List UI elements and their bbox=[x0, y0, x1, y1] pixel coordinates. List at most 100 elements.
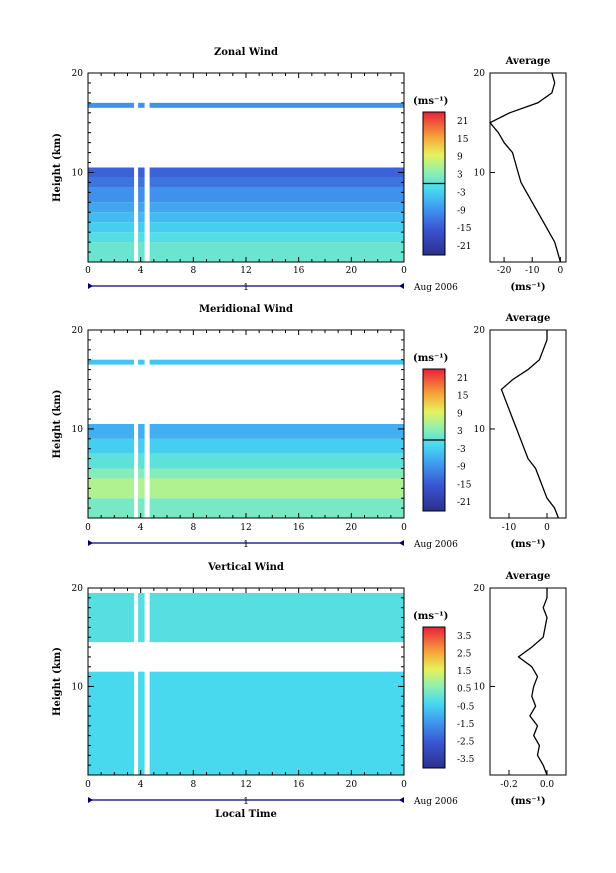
heat-band bbox=[88, 202, 404, 213]
x-tick-label: 20 bbox=[346, 523, 358, 533]
data-gap bbox=[144, 73, 150, 262]
day-bar-arrow bbox=[88, 283, 93, 289]
y-tick-label: 10 bbox=[72, 168, 84, 178]
average-x-tick-label: 0.0 bbox=[540, 780, 555, 790]
data-gap bbox=[134, 73, 139, 262]
colorbar-tick-label: -21 bbox=[457, 242, 472, 252]
day-bar-arrow bbox=[399, 797, 404, 803]
x-tick-label: 0 bbox=[401, 266, 407, 276]
average-x-label: (ms⁻¹) bbox=[510, 282, 545, 293]
x-tick-label: 20 bbox=[346, 266, 358, 276]
y-tick-label: 20 bbox=[72, 69, 84, 79]
day-bar-arrow bbox=[88, 540, 93, 546]
colorbar-tick-label: 15 bbox=[457, 392, 469, 402]
colorbar bbox=[422, 626, 446, 769]
colorbar-tick-label: -1.5 bbox=[457, 720, 475, 730]
y-axis-label: Height (km) bbox=[52, 647, 63, 716]
colorbar-tick-label: 2.5 bbox=[457, 649, 472, 659]
x-tick-label: 0 bbox=[85, 266, 91, 276]
average-x-label: (ms⁻¹) bbox=[510, 796, 545, 807]
colorbar-tick-label: 3 bbox=[457, 427, 463, 437]
average-y-tick-label: 20 bbox=[474, 69, 486, 79]
average-profile-line bbox=[500, 330, 560, 519]
colorbar-tick-label: -9 bbox=[457, 463, 466, 473]
heat-band bbox=[88, 232, 404, 243]
heat-band bbox=[88, 592, 404, 643]
colorbar-tick-label: -9 bbox=[457, 206, 466, 216]
heat-band bbox=[88, 242, 404, 262]
colorbar-tick-label: -2.5 bbox=[457, 738, 475, 748]
average-x-tick-label: -20 bbox=[497, 266, 512, 276]
colorbar-tick-label: 15 bbox=[457, 135, 469, 145]
y-axis-label: Height (km) bbox=[52, 133, 63, 202]
date-label: Aug 2006 bbox=[413, 283, 458, 293]
colorbar-tick-label: 1.5 bbox=[457, 667, 472, 677]
average-x-label: (ms⁻¹) bbox=[510, 539, 545, 550]
colorbar-unit: (ms⁻¹) bbox=[413, 96, 448, 107]
x-tick-label: 8 bbox=[190, 266, 196, 276]
average-profile-line bbox=[488, 72, 562, 263]
x-tick-label: 0 bbox=[401, 523, 407, 533]
x-tick-label: 8 bbox=[190, 523, 196, 533]
average-profile-line bbox=[517, 588, 548, 776]
average-x-tick-label: -0.2 bbox=[500, 780, 517, 790]
average-x-tick-label: -10 bbox=[525, 266, 540, 276]
average-y-tick-label: 10 bbox=[474, 425, 486, 435]
x-tick-label: 4 bbox=[138, 266, 144, 276]
heat-band bbox=[88, 359, 404, 365]
heat-band bbox=[88, 187, 404, 203]
heat-band bbox=[88, 498, 404, 518]
colorbar-tick-label: -3.5 bbox=[457, 755, 475, 765]
day-bar-arrow bbox=[399, 283, 404, 289]
heat-band bbox=[88, 177, 404, 188]
colorbar-tick-label: -15 bbox=[457, 224, 472, 234]
average-x-tick-label: 0 bbox=[558, 266, 564, 276]
colorbar-tick-label: 21 bbox=[457, 117, 468, 127]
data-gap bbox=[134, 330, 139, 518]
colorbar-tick-label: 21 bbox=[457, 374, 468, 384]
average-y-tick-label: 10 bbox=[474, 168, 486, 178]
data-gap bbox=[144, 588, 150, 775]
day-bar-arrow bbox=[399, 540, 404, 546]
colorbar-unit: (ms⁻¹) bbox=[413, 353, 448, 364]
x-tick-label: 16 bbox=[293, 523, 305, 533]
day-label: 1 bbox=[243, 797, 249, 807]
heat-band bbox=[88, 478, 404, 499]
average-y-tick-label: 10 bbox=[474, 682, 486, 692]
y-tick-label: 20 bbox=[72, 326, 84, 336]
average-x-tick-label: -10 bbox=[502, 523, 517, 533]
average-title: Average bbox=[505, 56, 551, 67]
day-label: 1 bbox=[243, 283, 249, 293]
colorbar-tick-label: -3 bbox=[457, 188, 466, 198]
heat-band bbox=[88, 453, 404, 469]
date-label: Aug 2006 bbox=[413, 540, 458, 550]
average-title: Average bbox=[505, 313, 551, 324]
colorbar-tick-label: 9 bbox=[457, 409, 463, 419]
date-label: Aug 2006 bbox=[413, 797, 458, 807]
y-tick-label: 10 bbox=[72, 682, 84, 692]
colorbar-unit: (ms⁻¹) bbox=[413, 611, 448, 622]
x-tick-label: 4 bbox=[138, 523, 144, 533]
y-tick-label: 10 bbox=[72, 425, 84, 435]
colorbar-tick-label: -0.5 bbox=[457, 702, 475, 712]
heat-band bbox=[88, 468, 404, 479]
average-frame bbox=[489, 72, 567, 263]
heat-band bbox=[88, 424, 404, 439]
panel-title: Zonal Wind bbox=[214, 47, 278, 58]
x-tick-label: 0 bbox=[85, 523, 91, 533]
panel-1: Zonal Wind 0 4 8 12 16 20 0 10 20 Height (km) 1 Aug … bbox=[52, 47, 567, 293]
x-tick-label: 8 bbox=[190, 780, 196, 790]
colorbar-tick-label: 0.5 bbox=[457, 685, 472, 695]
x-tick-label: 16 bbox=[293, 780, 305, 790]
x-tick-label: 20 bbox=[346, 780, 358, 790]
data-gap bbox=[144, 330, 150, 518]
x-tick-label: 12 bbox=[240, 523, 251, 533]
x-tick-label: 12 bbox=[240, 780, 251, 790]
x-tick-label: 0 bbox=[401, 780, 407, 790]
x-axis-label: Local Time bbox=[215, 809, 277, 820]
x-tick-label: 4 bbox=[138, 780, 144, 790]
average-y-tick-label: 20 bbox=[474, 326, 486, 336]
y-tick-label: 20 bbox=[72, 584, 84, 594]
